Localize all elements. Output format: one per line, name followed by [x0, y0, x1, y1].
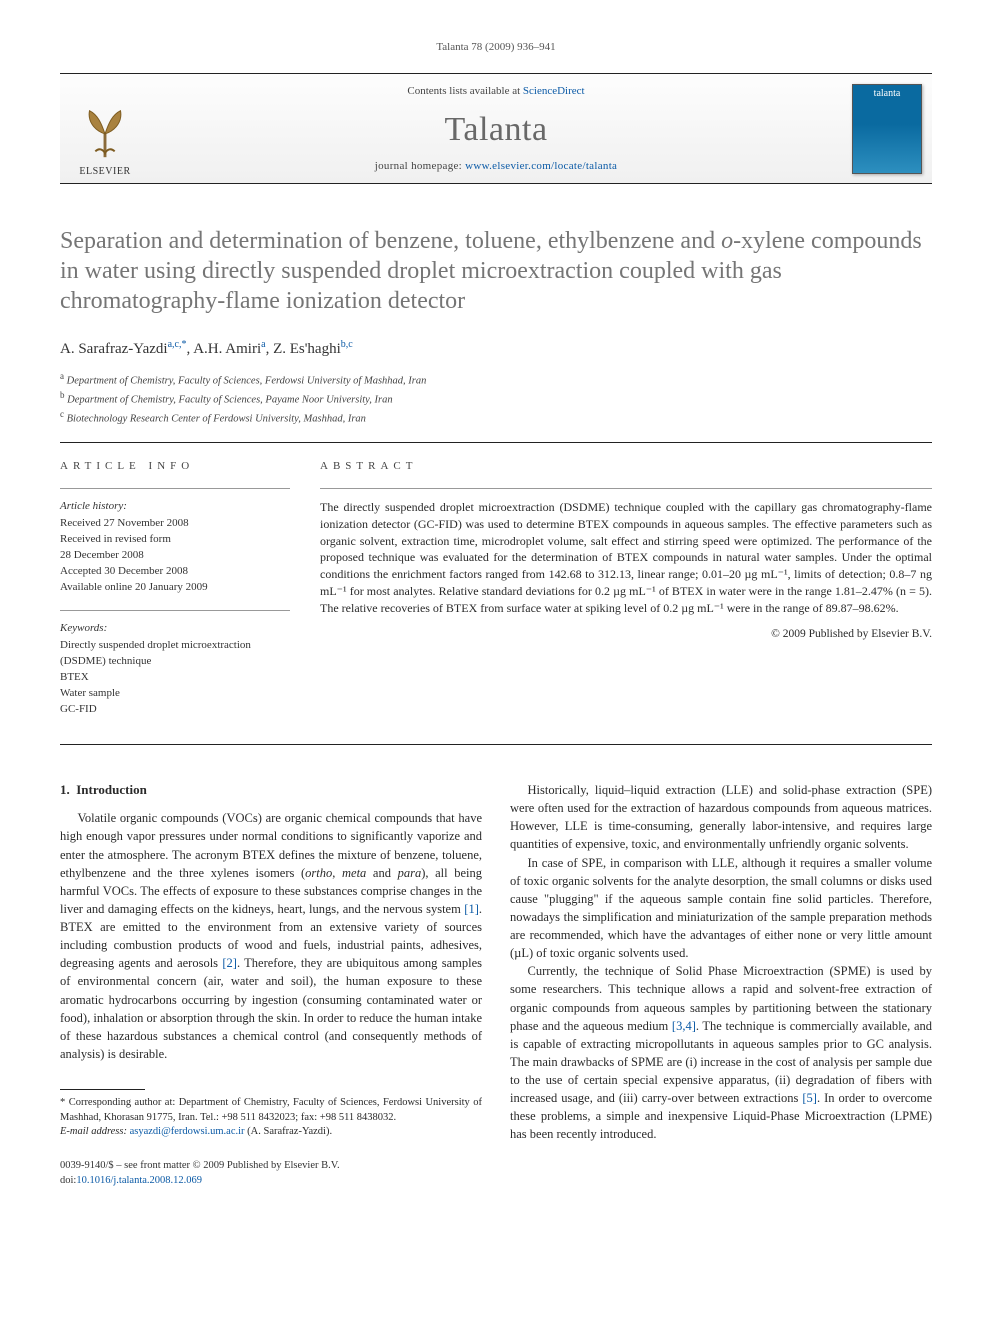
- article-history-label: Article history:: [60, 499, 290, 514]
- footer-doi-line: doi:10.1016/j.talanta.2008.12.069: [60, 1173, 932, 1188]
- contents-available-line: Contents lists available at ScienceDirec…: [150, 84, 842, 99]
- running-head: Talanta 78 (2009) 936–941: [60, 40, 932, 55]
- keyword-2: Water sample: [60, 686, 290, 702]
- abstract-rule: [320, 488, 932, 489]
- section-1-number: 1.: [60, 782, 70, 797]
- author-1-marks-text: a,c,*: [168, 339, 187, 350]
- author-1-marks: a,c,*: [168, 339, 187, 350]
- publisher-logo-label: ELSEVIER: [79, 165, 130, 179]
- abstract-column: ABSTRACT The directly suspended droplet …: [320, 459, 932, 733]
- article-info-column: ARTICLE INFO Article history: Received 2…: [60, 459, 290, 733]
- keywords-block: Keywords: Directly suspended droplet mic…: [60, 621, 290, 718]
- corr-email-link[interactable]: asyazdi@ferdowsi.um.ac.ir: [130, 1126, 245, 1137]
- keyword-0: Directly suspended droplet microextracti…: [60, 638, 290, 670]
- journal-name: Talanta: [150, 106, 842, 154]
- article-title-pre: Separation and determination of benzene,…: [60, 228, 721, 254]
- affiliation-c: c Biotechnology Research Center of Ferdo…: [60, 408, 932, 427]
- authors-line: A. Sarafraz-Yazdia,c,*, A.H. Amiria, Z. …: [60, 338, 932, 360]
- corr-email-label: E-mail address:: [60, 1126, 127, 1137]
- corr-text-line: * Corresponding author at: Department of…: [60, 1096, 482, 1125]
- author-1: A. Sarafraz-Yazdi: [60, 341, 168, 357]
- mid-rule: [60, 744, 932, 745]
- affil-b-mark: b: [60, 390, 65, 400]
- affiliations: a Department of Chemistry, Faculty of Sc…: [60, 370, 932, 428]
- affil-a-text: Department of Chemistry, Faculty of Scie…: [67, 375, 427, 386]
- sciencedirect-link[interactable]: ScienceDirect: [523, 85, 585, 97]
- corr-text: Corresponding author at: Department of C…: [60, 1097, 482, 1123]
- affiliation-b: b Department of Chemistry, Faculty of Sc…: [60, 389, 932, 408]
- article-history-block: Article history: Received 27 November 20…: [60, 499, 290, 596]
- top-rule: [60, 442, 932, 443]
- affiliation-a: a Department of Chemistry, Faculty of Sc…: [60, 370, 932, 389]
- info-rule-2: [60, 610, 290, 611]
- keyword-1: BTEX: [60, 670, 290, 686]
- section-1-heading: 1. Introduction: [60, 781, 482, 799]
- history-line-0: Received 27 November 2008: [60, 516, 290, 532]
- para-1: Volatile organic compounds (VOCs) are or…: [60, 809, 482, 1063]
- footer-line-1: 0039-9140/$ – see front matter © 2009 Pu…: [60, 1158, 932, 1173]
- journal-cover-block: talanta: [842, 74, 932, 182]
- abstract-copyright: © 2009 Published by Elsevier B.V.: [320, 626, 932, 642]
- masthead-center: Contents lists available at ScienceDirec…: [150, 74, 842, 182]
- publisher-logo-block: ELSEVIER: [60, 74, 150, 182]
- affil-a-mark: a: [60, 371, 64, 381]
- info-rule-1: [60, 488, 290, 489]
- corr-star: *: [60, 1097, 65, 1108]
- abstract-heading: ABSTRACT: [320, 459, 932, 474]
- body-columns: 1. Introduction Volatile organic compoun…: [60, 781, 932, 1144]
- article-info-heading: ARTICLE INFO: [60, 459, 290, 474]
- author-2-marks: a: [261, 339, 265, 350]
- article-title: Separation and determination of benzene,…: [60, 226, 932, 316]
- abstract-text: The directly suspended droplet microextr…: [320, 499, 932, 617]
- section-1-title: Introduction: [76, 782, 147, 797]
- history-line-3: Accepted 30 December 2008: [60, 564, 290, 580]
- history-line-4: Available online 20 January 2009: [60, 580, 290, 596]
- elsevier-tree-icon: [74, 101, 136, 163]
- corr-rule: [60, 1089, 145, 1090]
- journal-homepage-link[interactable]: www.elsevier.com/locate/talanta: [465, 160, 617, 172]
- para-2: Historically, liquid–liquid extraction (…: [510, 781, 932, 854]
- history-line-2: 28 December 2008: [60, 548, 290, 564]
- info-abstract-row: ARTICLE INFO Article history: Received 2…: [60, 459, 932, 733]
- affil-c-text: Biotechnology Research Center of Ferdows…: [67, 414, 366, 425]
- homepage-prefix: journal homepage:: [375, 160, 465, 172]
- keywords-label: Keywords:: [60, 621, 290, 636]
- journal-homepage-line: journal homepage: www.elsevier.com/locat…: [150, 159, 842, 174]
- para-4: Currently, the technique of Solid Phase …: [510, 962, 932, 1143]
- journal-cover-thumb: talanta: [852, 84, 922, 174]
- footer-block: 0039-9140/$ – see front matter © 2009 Pu…: [60, 1158, 932, 1188]
- journal-cover-body: [853, 103, 921, 173]
- para-3: In case of SPE, in comparison with LLE, …: [510, 854, 932, 963]
- history-line-1: Received in revised form: [60, 532, 290, 548]
- footer-doi-prefix: doi:: [60, 1175, 76, 1186]
- footer-doi-link[interactable]: 10.1016/j.talanta.2008.12.069: [76, 1175, 202, 1186]
- affil-c-mark: c: [60, 409, 64, 419]
- author-3-marks: b,c: [341, 339, 353, 350]
- author-2: A.H. Amiri: [193, 341, 261, 357]
- keyword-3: GC-FID: [60, 702, 290, 718]
- corr-email-paren: (A. Sarafraz-Yazdi).: [247, 1126, 332, 1137]
- masthead: ELSEVIER Contents lists available at Sci…: [60, 73, 932, 183]
- author-3: Z. Es'haghi: [273, 341, 341, 357]
- journal-cover-label: talanta: [853, 85, 921, 103]
- corresponding-author-block: * Corresponding author at: Department of…: [60, 1081, 482, 1140]
- contents-prefix: Contents lists available at: [407, 85, 522, 97]
- article-title-ital: o: [721, 228, 733, 254]
- affil-b-text: Department of Chemistry, Faculty of Scie…: [67, 395, 392, 406]
- corr-email-line: E-mail address: asyazdi@ferdowsi.um.ac.i…: [60, 1125, 482, 1140]
